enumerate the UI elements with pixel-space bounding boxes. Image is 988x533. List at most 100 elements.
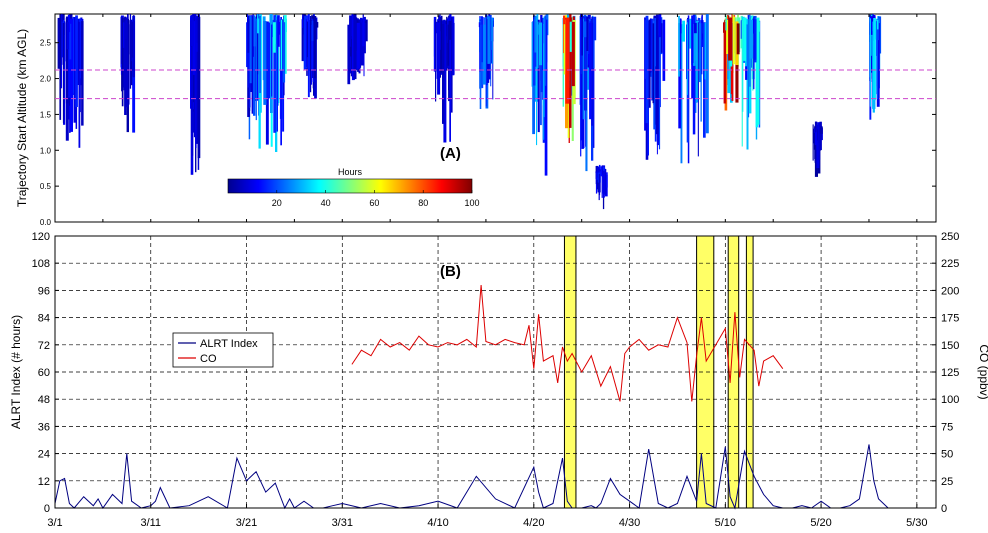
heatmap-streak — [754, 19, 757, 60]
heatmap-streak — [62, 22, 64, 123]
heatmap-streak — [703, 22, 706, 138]
heatmap-streak — [130, 19, 133, 62]
x-tick-label: 3/1 — [47, 517, 62, 529]
heatmap-streak — [491, 17, 493, 64]
heatmap-streak — [252, 14, 254, 57]
heatmap-streak — [490, 17, 492, 87]
colorbar-tick-label: 20 — [272, 198, 282, 208]
heatmap-streak — [686, 24, 688, 80]
heatmap-streak — [271, 24, 273, 97]
y-tick-label: 2.5 — [40, 39, 52, 48]
heatmap-streak — [593, 16, 597, 41]
heatmap-streak — [484, 18, 486, 84]
panel-a-heatmap — [57, 14, 882, 210]
heatmap-streak — [192, 21, 196, 75]
heatmap-cluster — [347, 14, 368, 85]
y-tick-label: 24 — [38, 449, 50, 461]
heatmap-streak — [126, 23, 129, 108]
heatmap-cluster — [478, 14, 494, 110]
y-tick-label: 36 — [38, 421, 50, 433]
heatmap-cluster — [531, 14, 549, 176]
heatmap-streak — [686, 22, 688, 95]
heatmap-streak — [276, 20, 278, 132]
heatmap-streak — [349, 16, 352, 47]
heatmap-streak — [723, 21, 727, 104]
heatmap-streak — [600, 166, 604, 177]
heatmap-streak — [817, 128, 819, 141]
y-tick-label: 84 — [38, 313, 50, 325]
heatmap-streak — [531, 22, 533, 87]
heatmap-streak — [450, 19, 453, 45]
heatmap-streak — [644, 20, 647, 79]
heatmap-streak — [437, 22, 441, 95]
heatmap-streak — [70, 18, 73, 132]
heatmap-streak — [541, 21, 543, 70]
heatmap-cluster — [579, 14, 597, 172]
heatmap-streak — [362, 17, 365, 47]
heatmap-streak — [580, 14, 583, 56]
heatmap-streak — [347, 24, 351, 85]
heatmap-streak — [283, 15, 287, 74]
heatmap-streak — [61, 14, 63, 65]
heatmap-streak — [539, 22, 543, 66]
heatmap-streak — [311, 20, 314, 41]
heatmap-streak — [273, 22, 276, 53]
heatmap-streak — [591, 16, 593, 126]
heatmap-streak — [313, 16, 317, 79]
heatmap-streak — [697, 22, 699, 157]
panel-b-grid — [55, 236, 936, 508]
heatmap-streak — [877, 19, 879, 30]
heatmap-streak — [689, 18, 692, 49]
panel-b-x-ticks: 3/1 3/11 3/21 3/31 4/10 4/20 4/30 5/10 5/20 5/30 — [47, 504, 928, 529]
heatmap-streak — [680, 24, 683, 164]
colorbar-tick-label: 60 — [369, 198, 379, 208]
panel-b: 0 12 24 36 48 60 72 84 96 108 120 0 25 50 75 100 125 150… — [9, 231, 988, 529]
heatmap-streak — [648, 19, 651, 108]
heatmap-streak — [191, 15, 194, 47]
heatmap-cluster — [562, 14, 576, 144]
heatmap-streak — [872, 14, 874, 29]
heatmap-cluster — [723, 14, 741, 111]
heatmap-streak — [256, 14, 259, 75]
colorbar-ticks: 20 40 60 80 100 — [272, 190, 480, 208]
heatmap-streak — [452, 22, 455, 75]
heatmap-streak — [732, 16, 735, 65]
heatmap-streak — [195, 18, 199, 44]
heatmap-streak — [743, 17, 747, 61]
heatmap-streak — [77, 18, 80, 85]
y2-tick-label: 50 — [941, 449, 953, 461]
panel-b-label: (B) — [440, 263, 461, 280]
panel-a-label: (A) — [440, 145, 461, 162]
heatmap-streak — [449, 14, 451, 142]
heatmap-streak — [871, 22, 874, 31]
heatmap-streak — [748, 15, 750, 118]
heatmap-streak — [658, 16, 661, 150]
heatmap-streak — [253, 24, 256, 116]
heatmap-streak — [360, 22, 364, 66]
heatmap-streak — [586, 16, 589, 51]
heatmap-streak — [57, 19, 61, 45]
heatmap-cluster — [246, 14, 260, 140]
heatmap-streak — [606, 172, 608, 188]
heatmap-streak — [303, 19, 306, 69]
x-tick-label: 4/30 — [619, 517, 640, 529]
y2-tick-label: 200 — [941, 285, 959, 297]
heatmap-streak — [813, 127, 816, 133]
heatmap-streak — [441, 15, 443, 73]
heatmap-streak — [443, 24, 447, 143]
panel-b-background — [55, 236, 936, 508]
x-tick-label: 4/10 — [427, 517, 448, 529]
heatmap-streak — [876, 23, 880, 107]
x-tick-label: 4/20 — [523, 517, 544, 529]
heatmap-streak — [487, 16, 490, 64]
heatmap-streak — [246, 22, 248, 68]
heatmap-streak — [662, 19, 666, 81]
heatmap-streak — [814, 132, 817, 146]
heatmap-streak — [756, 17, 760, 125]
heatmap-streak — [757, 21, 760, 32]
heatmap-streak — [312, 20, 315, 82]
heatmap-streak — [693, 22, 697, 34]
heatmap-streak — [656, 14, 659, 135]
y2-tick-label: 125 — [941, 367, 959, 379]
panel-a-frame — [54, 13, 937, 223]
